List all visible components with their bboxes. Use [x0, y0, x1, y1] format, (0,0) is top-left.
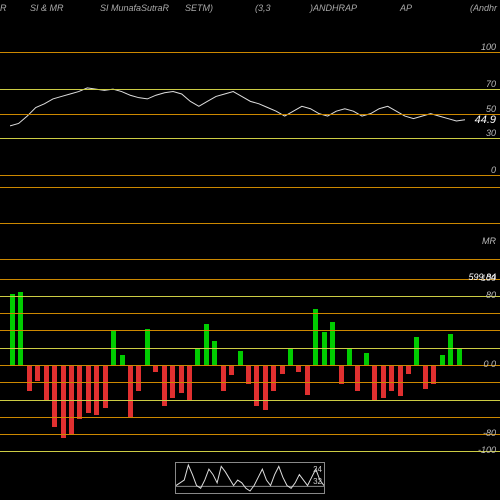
header-label: SI & MR [30, 3, 64, 13]
bar [313, 309, 318, 365]
rsi-line-chart [10, 40, 465, 175]
bar [330, 322, 335, 365]
bar [389, 365, 394, 391]
header-label: (Andhr [470, 3, 497, 13]
bar [94, 365, 99, 415]
gridline [0, 365, 500, 366]
gridline [0, 138, 500, 139]
bar [27, 365, 32, 391]
mr-label: MR [482, 236, 496, 246]
axis-tick-label: -80 [483, 428, 496, 438]
bar [136, 365, 141, 391]
bar [212, 341, 217, 365]
gridline [0, 348, 500, 349]
bar [406, 365, 411, 374]
gridline [0, 382, 500, 383]
bar [18, 292, 23, 365]
header-label: SI MunafaSutraR [100, 3, 169, 13]
bar [296, 365, 301, 372]
bar [448, 334, 453, 365]
bar [440, 355, 445, 365]
bar [86, 365, 91, 413]
bar [280, 365, 285, 374]
bar [431, 365, 436, 384]
bar [271, 365, 276, 391]
axis-tick-label: -100 [478, 445, 496, 455]
header-label: (3,3 [255, 3, 271, 13]
header-label: SETM) [185, 3, 213, 13]
header-label: AP [400, 3, 412, 13]
bar-panel: 100800 0-80-100599.84 [0, 270, 500, 460]
bar [77, 365, 82, 419]
gridline [0, 434, 500, 435]
bar [457, 348, 462, 365]
bar [221, 365, 226, 391]
bar [195, 348, 200, 365]
bar [103, 365, 108, 408]
bar [288, 349, 293, 365]
bar [128, 365, 133, 417]
mini-axis-label: 24 [313, 465, 322, 474]
bar [52, 365, 57, 427]
bar [153, 365, 158, 372]
gridline [0, 417, 500, 418]
axis-tick-label: 0 0 [483, 359, 496, 369]
bar [398, 365, 403, 396]
rsi-panel: 100 70 50 30 0 44.9 [0, 40, 500, 175]
bar [246, 365, 251, 384]
mid-panel: MR [0, 178, 500, 268]
bar [61, 365, 66, 438]
gridline [0, 400, 500, 401]
bar [347, 349, 352, 365]
axis-tick-label: 80 [486, 290, 496, 300]
gridline [0, 296, 500, 297]
end-value-label: 44.9 [475, 114, 496, 126]
bar [229, 365, 234, 375]
bar [238, 351, 243, 365]
gridline [0, 223, 500, 224]
axis-tick-label: 100 [481, 42, 496, 52]
bar [263, 365, 268, 410]
bar [423, 365, 428, 389]
bar [339, 365, 344, 384]
gridline [0, 279, 500, 280]
top-value-label: 599.84 [468, 272, 496, 282]
gridline [0, 451, 500, 452]
header-row: R SI & MR SI MunafaSutraR SETM) (3,3 )ANDHRAP… [0, 3, 500, 17]
bar [120, 355, 125, 365]
gridline [0, 175, 500, 176]
header-label: R [0, 3, 7, 13]
gridline [0, 313, 500, 314]
mini-oscillator-panel: 2432 [175, 462, 325, 494]
bar [179, 365, 184, 393]
gridline [0, 187, 500, 188]
mini-axis-label: 32 [313, 477, 322, 486]
axis-tick-label: 0 [491, 165, 496, 175]
gridline [0, 52, 500, 53]
gridline [0, 259, 500, 260]
axis-tick-label: 30 [486, 128, 496, 138]
bar [305, 365, 310, 395]
bar [35, 365, 40, 381]
bar [355, 365, 360, 391]
gridline [0, 114, 500, 115]
axis-tick-label: 50 [486, 104, 496, 114]
gridline [0, 330, 500, 331]
gridline [0, 89, 500, 90]
header-label: )ANDHRAP [310, 3, 357, 13]
axis-tick-label: 70 [486, 79, 496, 89]
bar [414, 337, 419, 365]
bar [364, 353, 369, 365]
